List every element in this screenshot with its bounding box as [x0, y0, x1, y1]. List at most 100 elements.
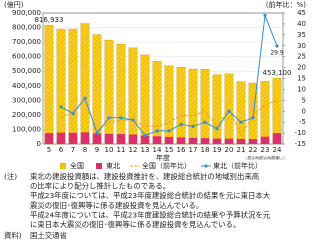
bar	[56, 132, 66, 144]
x-tick-label: 11	[117, 146, 126, 154]
x-tick-label: 6	[59, 146, 64, 154]
bar-hatch	[224, 73, 234, 144]
note-label: (注)	[4, 172, 17, 181]
x-tick-label: 14	[153, 146, 162, 154]
y2-tick-label: 25	[297, 53, 306, 61]
line-marker	[131, 118, 135, 122]
y2-tick-label: 20	[297, 64, 306, 72]
data-label: 453,100	[263, 69, 292, 77]
bar-hatch	[116, 44, 126, 144]
page: {"chart_data":{"type":"bar-line", "y_lab…	[4, 0, 307, 240]
bar	[272, 133, 282, 144]
note-line: 東北の建設投資額は、建設投資推計を、建設総合統計の地域別出来高	[30, 172, 259, 181]
y2-tick-label: -5	[299, 118, 306, 126]
bar-hatch	[200, 69, 210, 144]
y-tick-label: 0	[37, 140, 41, 148]
x-tick-label: 9	[95, 146, 99, 154]
y2-tick-label: 5	[302, 96, 306, 104]
y2-tick-label: 35	[297, 31, 306, 39]
y-tick-label: 700,000	[12, 38, 41, 46]
y-tick-label: 800,000	[12, 24, 41, 32]
line-marker	[83, 96, 87, 100]
bar-hatch	[152, 61, 162, 144]
bar	[104, 133, 114, 144]
line-marker	[251, 116, 255, 120]
x-tick-label: 24	[273, 146, 282, 154]
legend-label: 全国	[70, 161, 84, 170]
bar	[236, 138, 246, 144]
x-tick-label: 8	[83, 146, 87, 154]
bar-hatch	[104, 40, 114, 144]
y-tick-label: 100,000	[12, 125, 41, 133]
bar	[248, 139, 258, 144]
x-tick-label: 13	[141, 146, 150, 154]
chart: (億円) (前年比：%) 年度 (注) 資料) 国土交通省 0 100,000 20…	[4, 0, 306, 240]
y-tick-label: 500,000	[12, 67, 41, 75]
y2-tick-label: -10	[295, 129, 306, 137]
line	[60, 99, 278, 137]
y-tick-label: 600,000	[12, 53, 41, 61]
x-tick-label: 7	[71, 146, 75, 154]
bar	[212, 138, 222, 144]
bar-hatch	[260, 81, 270, 144]
line-marker	[275, 44, 279, 48]
legend-swatch	[96, 163, 102, 169]
legend-swatch	[60, 163, 66, 169]
x-tick-note: (見通し)	[270, 155, 284, 160]
legend-label: 東北	[106, 161, 120, 170]
bar	[140, 135, 150, 144]
line-marker	[107, 116, 111, 120]
line-marker	[119, 116, 123, 120]
y2-tick-label: 10	[297, 85, 306, 93]
bar	[224, 138, 234, 144]
line-marker	[239, 120, 243, 124]
x-tick-label: 5	[47, 146, 51, 154]
x-tick-label: 18	[201, 146, 210, 154]
y-tick-label: 300,000	[12, 96, 41, 104]
bar-hatch	[92, 34, 102, 144]
note-line: 平成24年度については、平成23年度建設総合統計の結果や予算状況を元	[30, 210, 271, 219]
data-label: 816,933	[35, 16, 64, 24]
y2-tick-label: 45	[297, 9, 306, 17]
bar-hatch	[80, 23, 90, 145]
x-tick-label: 19	[213, 146, 222, 154]
bar-hatch	[128, 47, 138, 144]
line-marker	[167, 129, 171, 133]
bar	[44, 133, 54, 144]
bar-hatch	[44, 25, 54, 144]
bar	[116, 134, 126, 144]
source-label: 資料)	[4, 231, 22, 240]
y2-tick-label: 30	[297, 42, 306, 50]
note-line: 平成23年度については、平成23年度建設総合統計の結果を元に東日本大	[30, 191, 271, 200]
plot-frame	[42, 12, 284, 145]
bar-hatch	[212, 74, 222, 144]
x-tick-label: 22	[249, 146, 258, 154]
note-line: の比率により配分し推計したものである。	[30, 182, 170, 191]
line-marker	[227, 109, 231, 113]
y2-tick-label: -15	[295, 140, 306, 148]
x-tick-label: 23	[261, 146, 270, 154]
bar-hatch	[56, 29, 66, 145]
note-line: に東日本大震災の復旧･復興等に係る建設投資を見込んでいる。	[30, 220, 240, 229]
bar	[80, 132, 90, 144]
bar-hatch	[188, 69, 198, 144]
line-marker	[71, 111, 75, 116]
x-tick-note: (見込み)	[246, 155, 260, 160]
line-marker	[143, 133, 147, 137]
y2-tick-label: 15	[297, 75, 306, 83]
note-line: 震災の復旧･復興等に係る建設投資を見込んでいる。	[30, 201, 203, 210]
legend-label: 全国（前年比）	[142, 161, 191, 170]
data-label: 29.9	[270, 49, 284, 56]
bar-hatch	[140, 54, 150, 144]
line-marker	[95, 131, 99, 135]
x-tick-label: 17	[189, 146, 198, 154]
x-tick-label: 12	[129, 146, 138, 154]
line-marker	[263, 13, 267, 18]
y2-tick-label: 40	[297, 20, 306, 28]
bar	[200, 138, 210, 144]
bar	[128, 134, 138, 144]
line-marker	[191, 124, 195, 129]
bar-hatch	[176, 67, 186, 144]
legend-marker	[204, 164, 208, 168]
bar	[260, 136, 270, 144]
